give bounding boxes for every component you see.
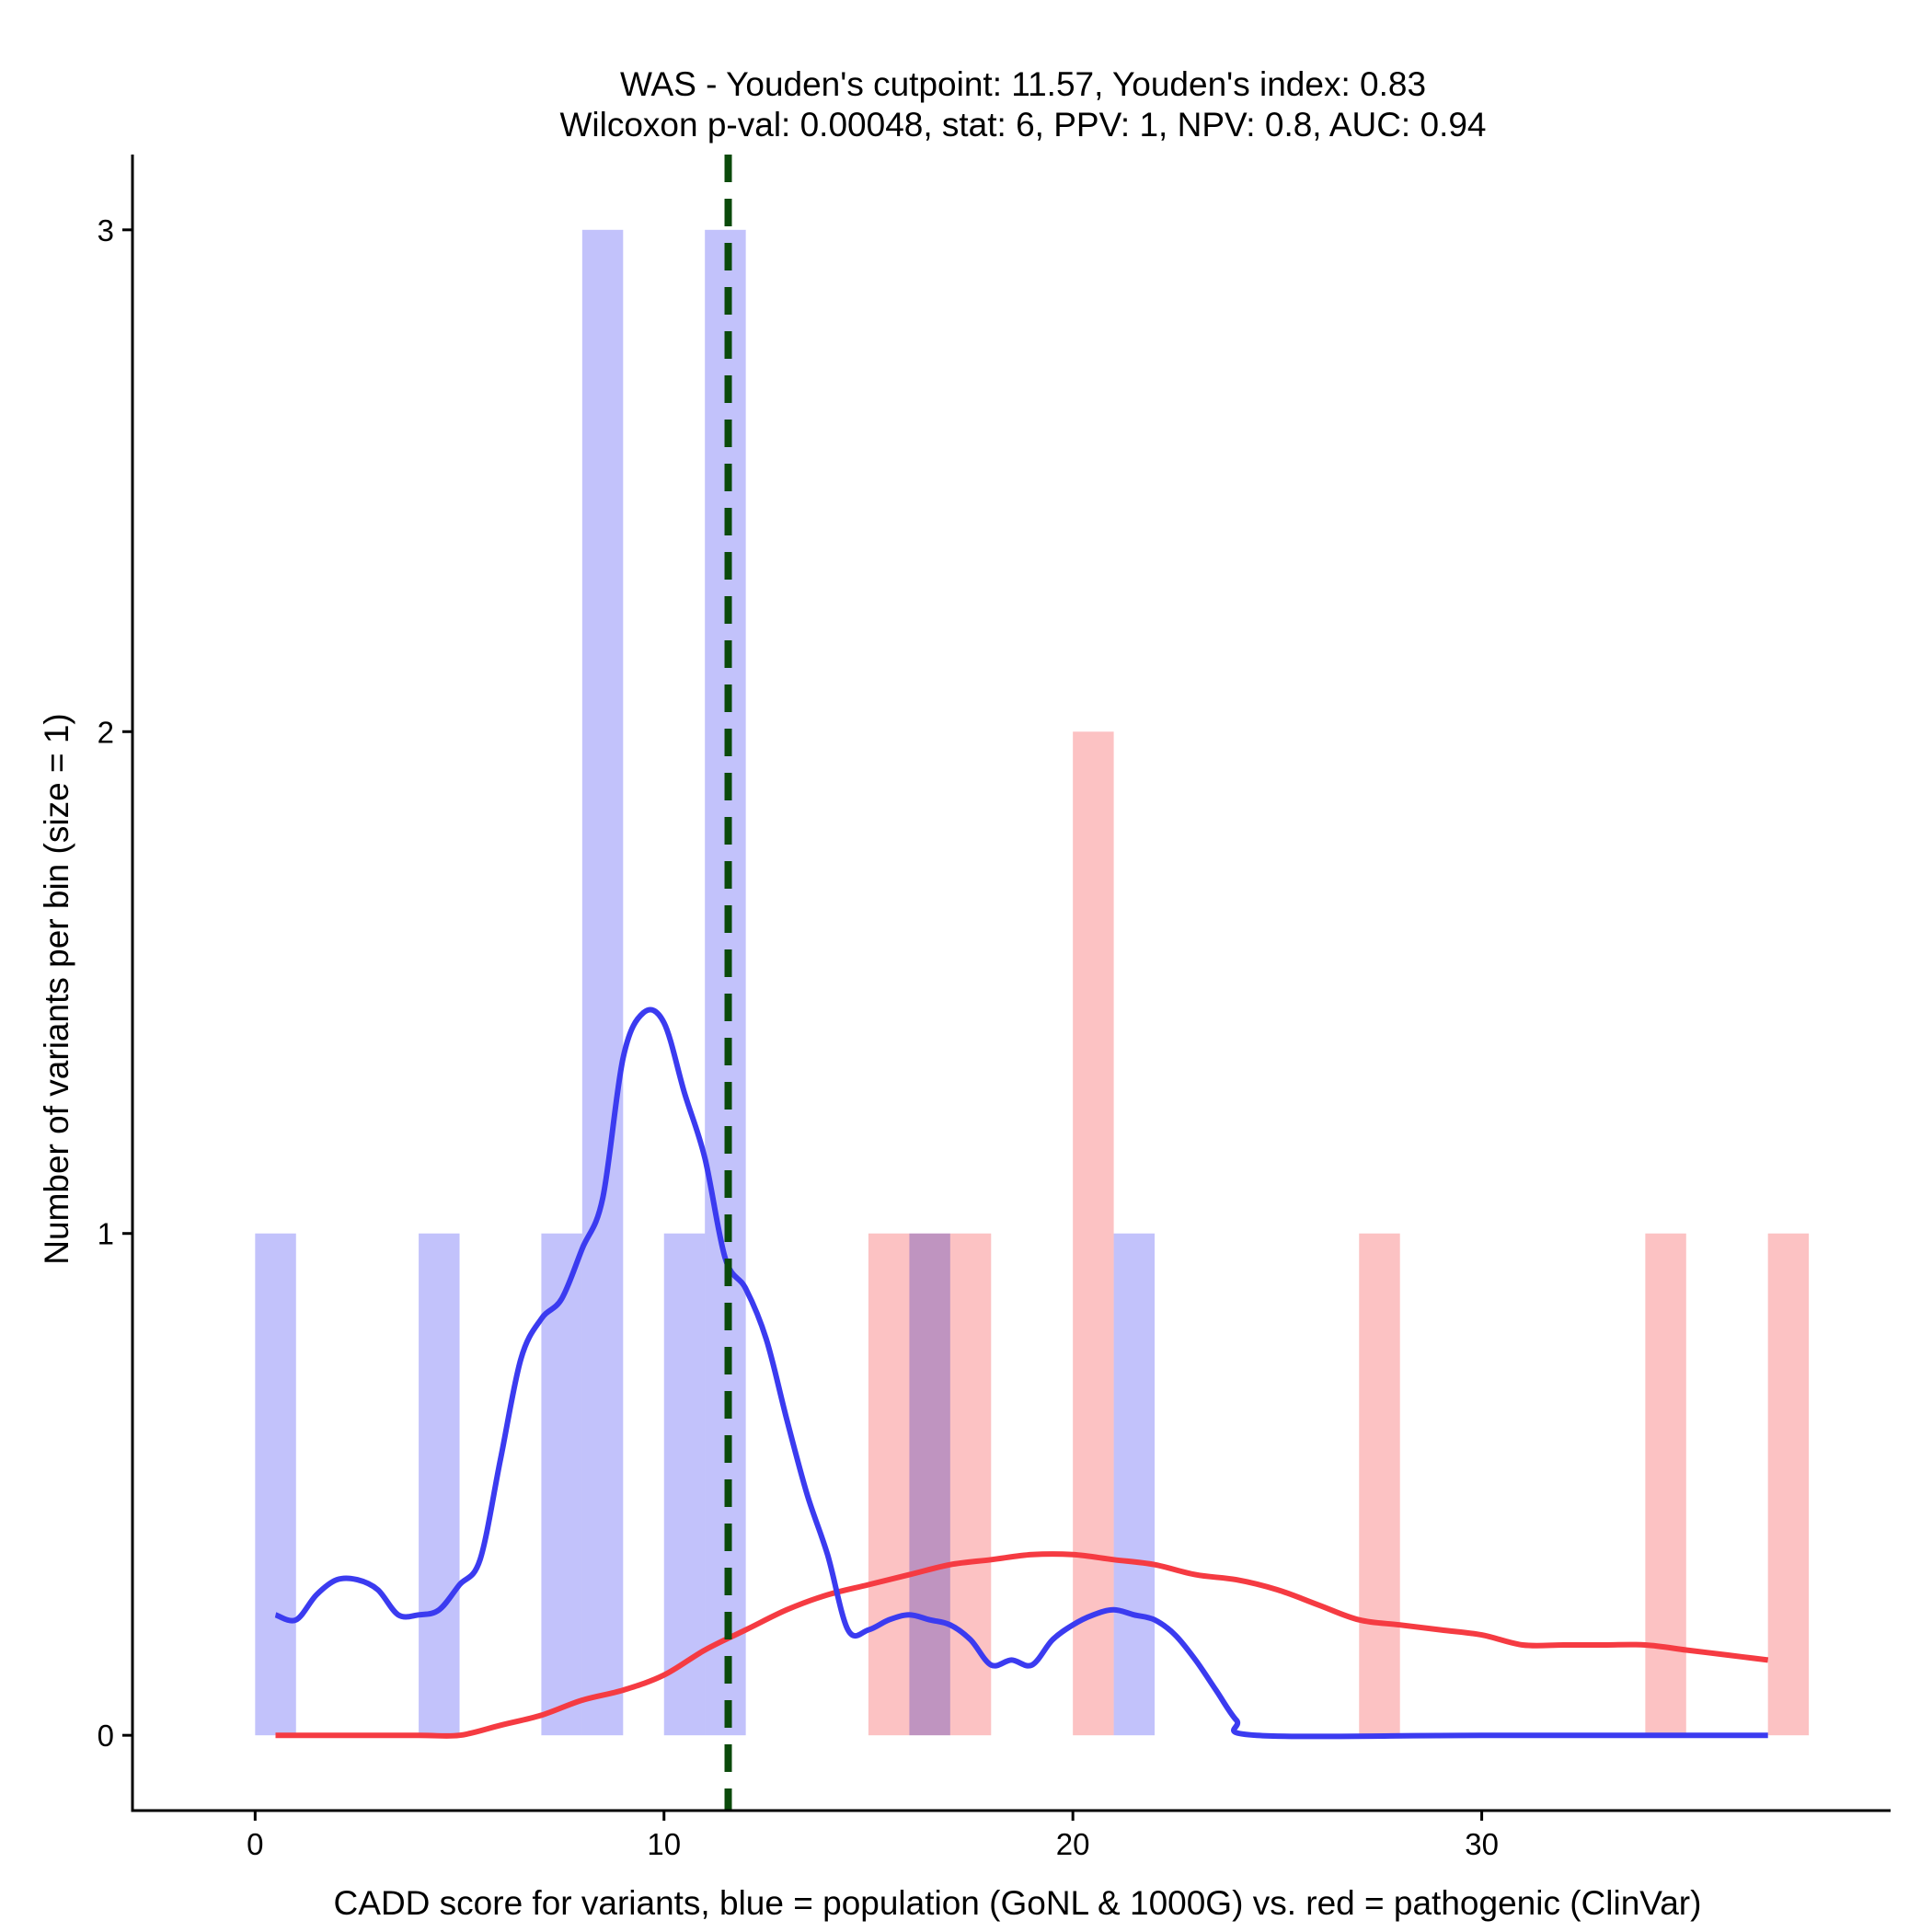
population-bar-11 xyxy=(705,229,746,1736)
pathogenic-bar-34 xyxy=(1645,1233,1686,1736)
pathogenic-bar-17 xyxy=(949,1233,992,1736)
y-tick-label: 1 xyxy=(98,1217,114,1251)
x-tick-label: 0 xyxy=(247,1827,263,1861)
pathogenic-bar-16 xyxy=(909,1233,950,1736)
chart-title-line-1: WAS - Youden's cutpoint: 11.57, Youden's… xyxy=(620,65,1426,103)
population-bar-7 xyxy=(541,1233,582,1736)
x-axis-title: CADD score for variants, blue = populati… xyxy=(334,1884,1702,1922)
axes: 0 10 20 30 0 1 2 3 xyxy=(98,155,1891,1861)
pathogenic-bar-27 xyxy=(1359,1233,1400,1736)
population-bar-21 xyxy=(1113,1233,1156,1736)
y-tick-label: 3 xyxy=(98,213,114,247)
y-axis-title: Number of variants per bin (size = 1) xyxy=(38,713,75,1264)
population-bar-8 xyxy=(581,229,624,1736)
pathogenic-density-line xyxy=(275,1551,1769,1739)
plot-area xyxy=(255,155,1810,1811)
population-bar-4 xyxy=(419,1233,460,1736)
x-tick-label: 30 xyxy=(1465,1827,1499,1861)
y-tick-label: 2 xyxy=(98,715,114,749)
x-tick-label: 20 xyxy=(1056,1827,1090,1861)
chart-title-line-2: Wilcoxon p-val: 0.00048, stat: 6, PPV: 1… xyxy=(559,106,1486,144)
population-bar-0 xyxy=(255,1233,296,1736)
pathogenic-bar-20 xyxy=(1073,731,1114,1736)
pathogenic-bar-15 xyxy=(868,1233,910,1736)
pathogenic-bar-37 xyxy=(1767,1233,1810,1736)
y-tick-label: 0 xyxy=(98,1719,114,1753)
population-density-line xyxy=(274,1006,1768,1740)
x-tick-label: 10 xyxy=(647,1827,681,1861)
